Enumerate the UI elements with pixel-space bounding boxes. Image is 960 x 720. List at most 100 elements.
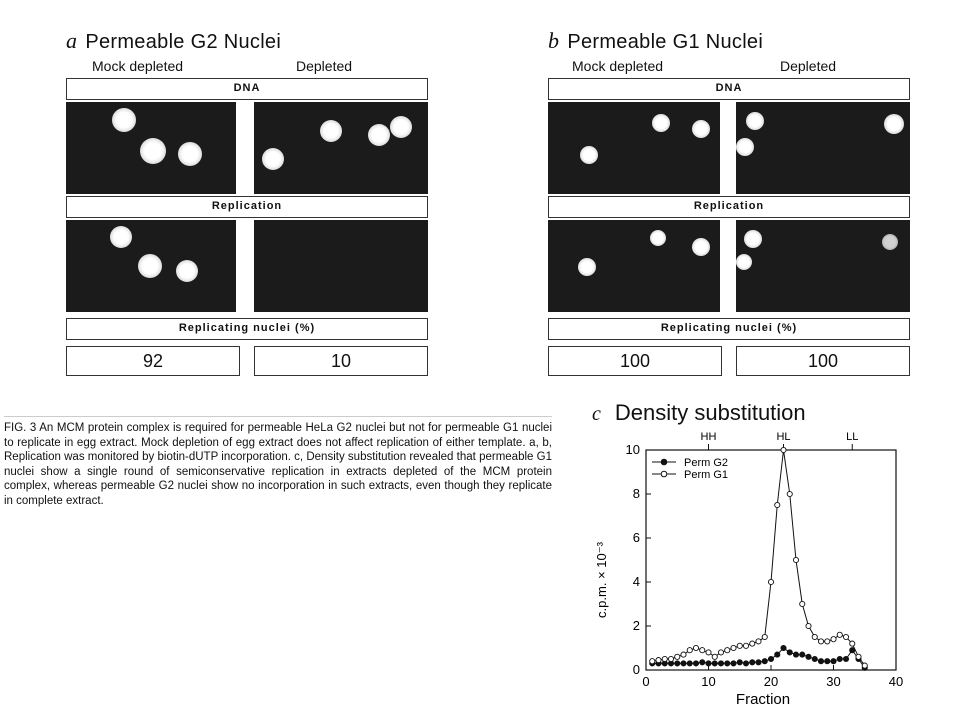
depleted-replicating-value: 100 xyxy=(736,346,910,376)
data-point xyxy=(742,642,750,649)
data-point xyxy=(792,556,800,564)
data-point xyxy=(699,647,706,654)
data-point xyxy=(799,651,806,658)
data-point xyxy=(774,501,781,509)
data-point xyxy=(767,655,775,663)
panel-b: b Permeable G1 Nuclei Mock depleted Deple… xyxy=(548,28,910,376)
replication-label-box: Replication xyxy=(548,196,910,218)
data-point xyxy=(817,638,825,645)
x-tick-label: 30 xyxy=(826,674,840,689)
data-point xyxy=(842,633,850,641)
data-point xyxy=(717,660,725,667)
dna-mock-image xyxy=(66,102,236,194)
replication-label-box: Replication xyxy=(66,196,428,218)
data-point xyxy=(811,633,818,641)
data-point xyxy=(674,660,681,667)
mock-depleted-header: Mock depleted xyxy=(92,58,184,74)
data-point xyxy=(780,446,787,454)
data-point xyxy=(824,638,831,645)
data-point xyxy=(724,647,731,654)
data-point xyxy=(767,578,775,586)
legend-label: Perm G1 xyxy=(684,469,728,481)
data-point xyxy=(730,660,737,667)
dna-mock-image xyxy=(548,102,720,194)
panel-a-title-text: Permeable G2 Nuclei xyxy=(85,31,282,53)
panel-a: a Permeable G2 Nuclei Mock depleted Deple… xyxy=(66,28,428,376)
data-point xyxy=(705,660,712,667)
data-point xyxy=(786,649,793,656)
replication-depleted-image xyxy=(254,220,428,312)
data-point xyxy=(811,655,818,663)
data-point xyxy=(717,649,725,656)
data-point xyxy=(792,651,800,658)
density-marker-label: HL xyxy=(776,431,790,443)
mock-replicating-value: 100 xyxy=(548,346,722,376)
panel-b-values: 100 100 xyxy=(548,346,910,376)
series-line-2 xyxy=(652,449,866,666)
data-point xyxy=(649,658,656,665)
dna-image-row xyxy=(66,102,428,194)
replication-image-row xyxy=(548,220,910,312)
dna-depleted-image xyxy=(736,102,910,194)
data-point xyxy=(824,658,831,665)
data-point xyxy=(842,655,850,663)
data-point xyxy=(836,631,843,638)
depleted-header: Depleted xyxy=(780,58,837,74)
y-tick-label: 8 xyxy=(633,486,640,501)
dna-depleted-image xyxy=(254,102,428,194)
data-point xyxy=(805,622,812,630)
data-point xyxy=(774,651,781,658)
replication-depleted-image xyxy=(736,220,910,312)
mock-depleted-header: Mock depleted xyxy=(572,58,664,74)
x-tick-label: 20 xyxy=(764,674,778,689)
mock-replicating-value: 92 xyxy=(66,346,240,376)
data-point xyxy=(805,653,812,660)
data-point xyxy=(724,660,731,667)
chart-title: c Density substitution xyxy=(592,400,806,426)
data-point xyxy=(817,658,825,665)
dna-label-box: DNA xyxy=(548,78,910,100)
legend-marker xyxy=(660,470,668,478)
replication-mock-image xyxy=(66,220,236,312)
x-tick-label: 0 xyxy=(642,674,649,689)
dna-label-box: DNA xyxy=(66,78,428,100)
data-point xyxy=(836,655,843,663)
data-point xyxy=(736,659,743,666)
data-point xyxy=(786,490,793,498)
panel-b-title-text: Permeable G1 Nuclei xyxy=(567,31,764,53)
density-marker-label: HH xyxy=(701,431,717,443)
y-tick-label: 2 xyxy=(633,618,640,633)
data-point xyxy=(780,644,787,652)
depleted-replicating-value: 10 xyxy=(254,346,428,376)
chart-title-text: Density substitution xyxy=(614,400,806,425)
data-point xyxy=(674,653,681,660)
data-point xyxy=(699,659,706,666)
replicating-nuclei-label-box: Replicating nuclei (%) xyxy=(66,318,428,340)
y-tick-label: 4 xyxy=(633,574,640,589)
data-point xyxy=(830,658,837,665)
data-point xyxy=(711,653,718,660)
data-point xyxy=(686,647,693,654)
y-axis-label: c.p.m. × 10⁻³ xyxy=(594,541,609,618)
data-point xyxy=(742,660,750,667)
data-point xyxy=(661,655,668,663)
figure-caption: FIG. 3 An MCM protein complex is require… xyxy=(4,416,552,509)
data-point xyxy=(761,658,768,665)
data-point xyxy=(680,660,687,667)
legend-label: Perm G2 xyxy=(684,457,728,469)
data-point xyxy=(692,660,700,667)
data-point xyxy=(692,644,700,652)
replicating-nuclei-label-box: Replicating nuclei (%) xyxy=(548,318,910,340)
data-point xyxy=(755,659,762,666)
x-axis-label: Fraction xyxy=(736,691,790,708)
data-point xyxy=(749,640,756,647)
depleted-header: Depleted xyxy=(296,58,353,74)
panel-b-title: b Permeable G1 Nuclei xyxy=(548,28,910,56)
data-point xyxy=(755,638,762,645)
y-tick-label: 10 xyxy=(626,442,640,457)
data-point xyxy=(736,642,743,649)
y-tick-label: 6 xyxy=(633,530,640,545)
data-point xyxy=(761,633,768,641)
data-point xyxy=(799,600,806,608)
data-point xyxy=(855,653,862,660)
